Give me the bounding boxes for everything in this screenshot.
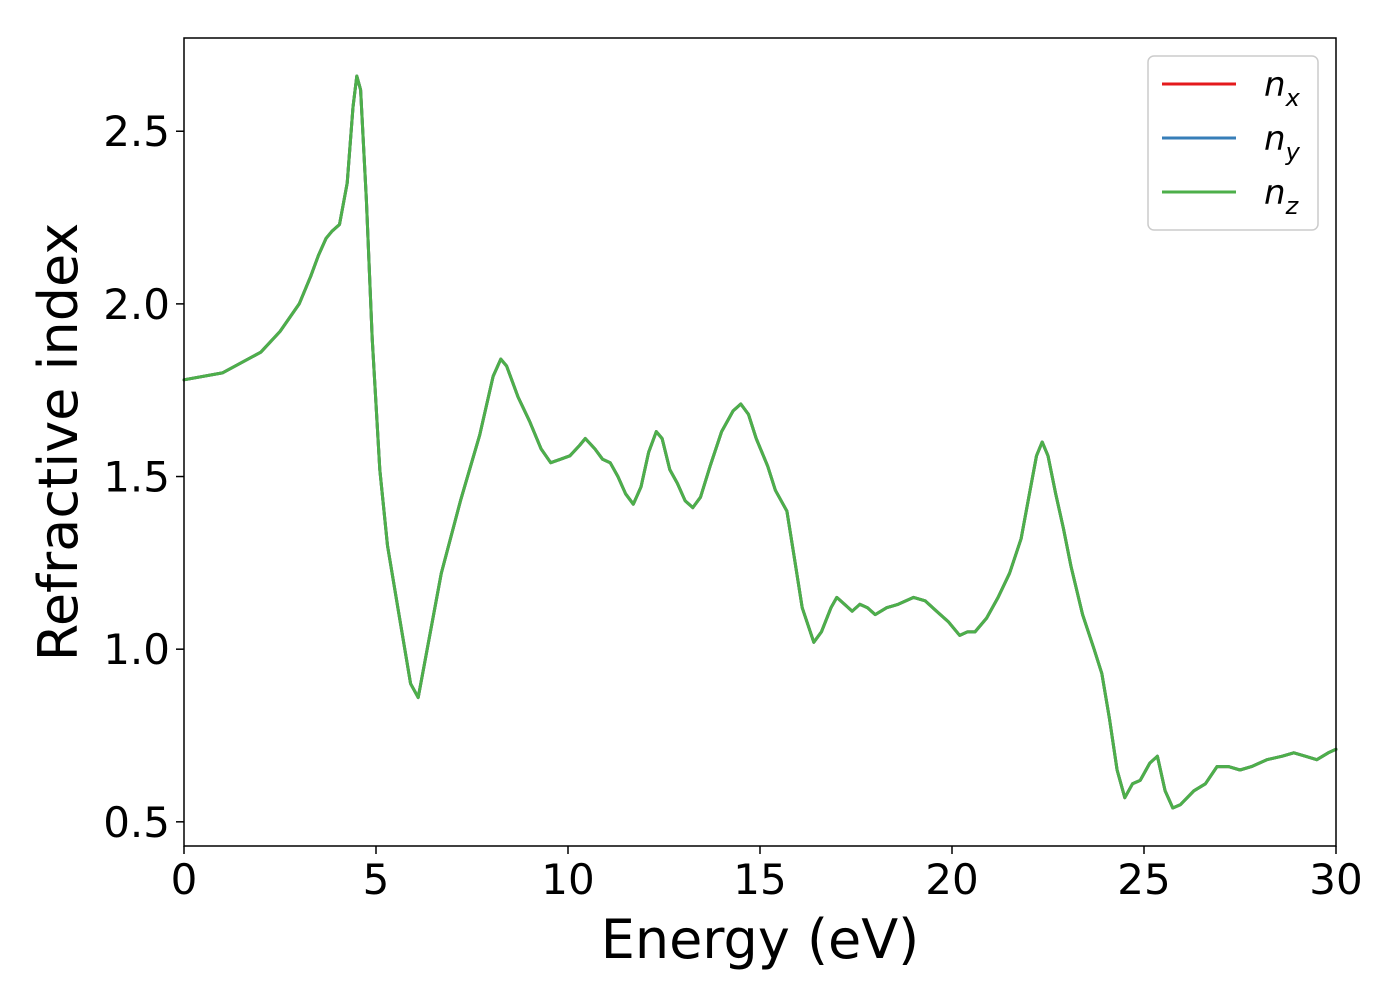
y-tick-label: 1.0 bbox=[103, 625, 170, 674]
legend: nx ny nz bbox=[1147, 55, 1319, 231]
y-tick-label: 1.5 bbox=[103, 453, 170, 502]
y-tick-label: 2.5 bbox=[103, 107, 170, 156]
x-tick-label: 0 bbox=[171, 855, 198, 904]
legend-label-nx: nx bbox=[1264, 65, 1301, 112]
y-axis-label: Refractive index bbox=[27, 223, 90, 662]
y-tick-label: 0.5 bbox=[103, 798, 170, 847]
x-tick-label: 5 bbox=[363, 855, 390, 904]
y-tick-label: 2.0 bbox=[103, 280, 170, 329]
x-tick-label: 15 bbox=[733, 855, 786, 904]
x-tick-label: 10 bbox=[541, 855, 594, 904]
ticks-layer: 0 5 10 15 20 25 30 0.5 1.0 1.5 2.0 2.5 bbox=[103, 107, 1363, 904]
legend-label-ny: ny bbox=[1264, 119, 1301, 166]
x-axis-label: Energy (eV) bbox=[601, 908, 920, 971]
x-tick-label: 20 bbox=[925, 855, 978, 904]
legend-box bbox=[1147, 55, 1319, 231]
legend-label-nz: nz bbox=[1264, 173, 1300, 220]
series-layer bbox=[182, 74, 1338, 810]
x-tick-label: 25 bbox=[1117, 855, 1170, 904]
x-tick-label: 30 bbox=[1309, 855, 1362, 904]
series-line-nz bbox=[182, 74, 1338, 810]
